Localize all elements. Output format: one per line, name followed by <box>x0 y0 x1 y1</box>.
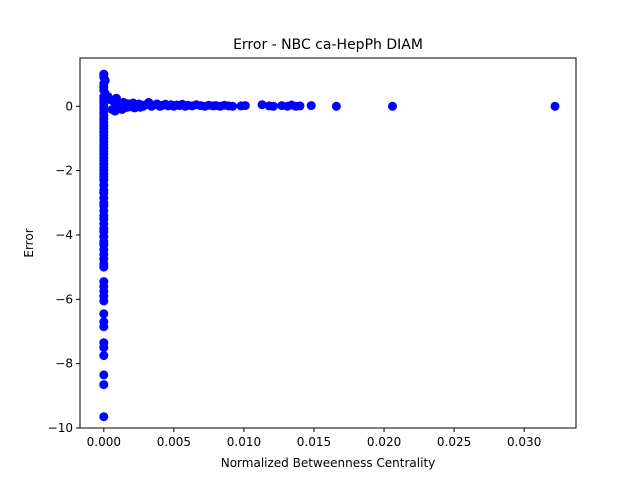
y-tick-label: −2 <box>55 164 73 178</box>
data-point <box>331 101 341 111</box>
data-point <box>99 262 109 272</box>
x-tick-label: 0.010 <box>227 435 261 449</box>
data-point <box>99 309 109 319</box>
y-tick-label: 0 <box>65 99 73 113</box>
y-tick-label: −8 <box>55 357 73 371</box>
data-point <box>388 101 397 111</box>
data-point <box>99 322 109 332</box>
data-point <box>99 296 109 306</box>
x-tick-label: 0.000 <box>87 435 121 449</box>
y-tick-label: −10 <box>48 421 73 435</box>
y-axis-label: Error <box>22 228 36 257</box>
x-axis: 0.000 0.005 0.010 0.015 0.020 0.025 0.030 <box>87 428 541 449</box>
y-axis: 0 −2 −4 −6 −8 −10 <box>48 99 80 435</box>
data-point <box>99 380 109 390</box>
data-point <box>99 412 109 422</box>
x-tick-label: 0.005 <box>157 435 191 449</box>
data-point <box>99 343 109 353</box>
x-tick-label: 0.025 <box>437 435 471 449</box>
data-point <box>99 370 109 380</box>
y-tick-label: −6 <box>55 292 73 306</box>
x-tick-label: 0.015 <box>297 435 331 449</box>
data-point <box>228 101 238 111</box>
data-point <box>550 101 560 111</box>
y-tick-label: −4 <box>55 228 73 242</box>
points-layer <box>99 69 560 422</box>
x-tick-label: 0.020 <box>367 435 401 449</box>
data-point <box>99 351 109 361</box>
x-tick-label: 0.030 <box>507 435 541 449</box>
x-axis-label: Normalized Betweenness Centrality <box>221 456 436 470</box>
data-point <box>240 101 250 111</box>
data-point <box>295 101 305 111</box>
chart-title: Error - NBC ca-HepPh DIAM <box>233 37 423 53</box>
plot-frame <box>79 57 577 429</box>
data-point <box>268 101 278 111</box>
data-point <box>306 101 316 111</box>
data-point <box>257 100 267 110</box>
